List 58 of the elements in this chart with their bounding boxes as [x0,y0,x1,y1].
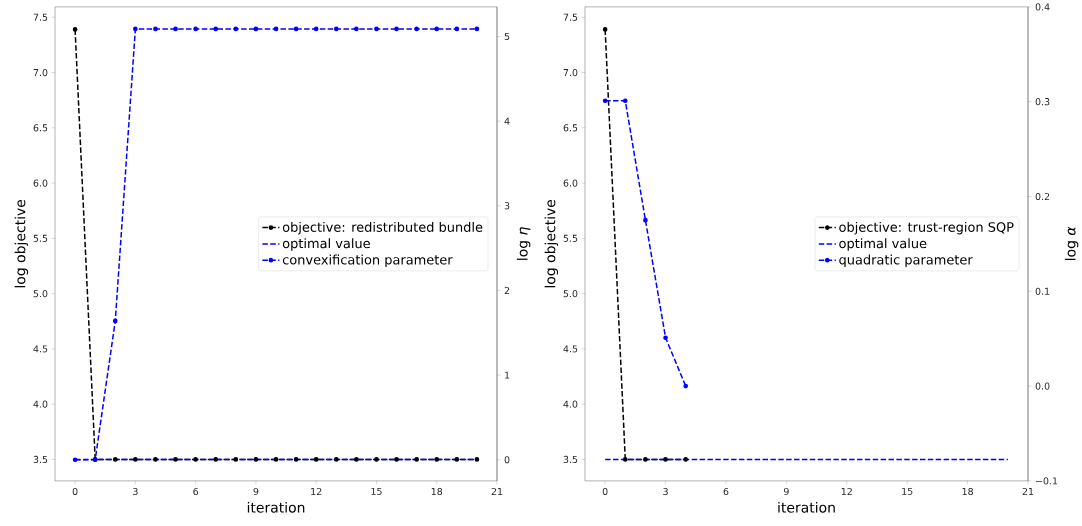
y2-tick-label: 2 [504,286,510,295]
x-tick-label: 18 [431,487,443,496]
y-tick-label: 6.0 [33,179,48,187]
legend-label: optimal value [839,238,927,251]
x-tick-label: 9 [783,487,789,496]
y-tick-label: 6.5 [33,124,48,132]
y2-tick-label: 0.1 [1035,287,1050,295]
y2-tick-label: 5 [504,33,510,41]
x-tick-label: 12 [841,487,852,495]
legend-label: objective: redistributed bundle [282,221,483,235]
y2-tick-label: 0.3 [1035,98,1050,106]
x-axis-title: iteration [247,501,305,513]
y2-tick-label: 4 [504,117,510,125]
y2-tick-label: 0.0 [1035,382,1050,390]
y-tick-label: 7.5 [563,13,578,21]
y-tick-label: 7.0 [33,69,48,77]
x-tick-label: 21 [1022,487,1034,495]
y2-tick-label: 0.4 [1035,3,1050,11]
y2-tick-label: 0 [504,456,510,464]
y-tick-label: 6.0 [563,179,578,187]
y-tick-label: 3.5 [33,455,48,464]
x-tick-label: 6 [723,487,729,496]
y-tick-label: 5.5 [563,234,578,242]
y-tick-label: 7.0 [563,69,578,77]
x-tick-label: 0 [602,487,608,496]
y2-tick-label: 3 [504,202,510,210]
legend-label: convexification parameter [282,254,453,268]
y-axis-title: log objective [544,199,559,288]
y-tick-label: 6.5 [563,124,578,132]
legend-label: objective: trust-region SQP [839,221,1014,235]
x-tick-label: 15 [902,487,913,495]
x-tick-label: 18 [962,487,973,496]
x-tick-label: 15 [371,487,382,495]
y-tick-label: 5.5 [33,234,48,242]
y-tick-label: 3.5 [563,455,578,464]
x-tick-label: 12 [311,487,322,495]
x-tick-label: 3 [133,487,138,496]
y2-axis-title: log α [1064,226,1079,261]
y-tick-label: 7.5 [33,13,48,21]
y2-tick-label: 0.2 [1035,192,1050,201]
y-tick-label: 4.5 [563,345,578,353]
y-axis-title: log objective [14,199,29,288]
y2-tick-label: 1 [505,371,510,379]
y-tick-label: 4.0 [33,400,48,408]
y-tick-label: 4.0 [563,400,578,408]
y2-tick-label: −0.1 [1036,477,1058,485]
legend-label: quadratic parameter [839,254,973,268]
x-tick-label: 21 [491,487,503,495]
legend-label: optimal value [282,238,370,251]
x-tick-label: 3 [663,487,668,496]
y-tick-label: 5.0 [33,290,48,298]
x-axis-title: iteration [778,501,835,513]
x-tick-label: 0 [72,487,78,496]
y-tick-label: 4.5 [33,345,48,353]
y2-axis-title: log η [516,227,531,260]
x-tick-label: 6 [193,487,199,496]
y-tick-label: 5.0 [563,290,578,298]
x-tick-label: 9 [253,487,259,496]
